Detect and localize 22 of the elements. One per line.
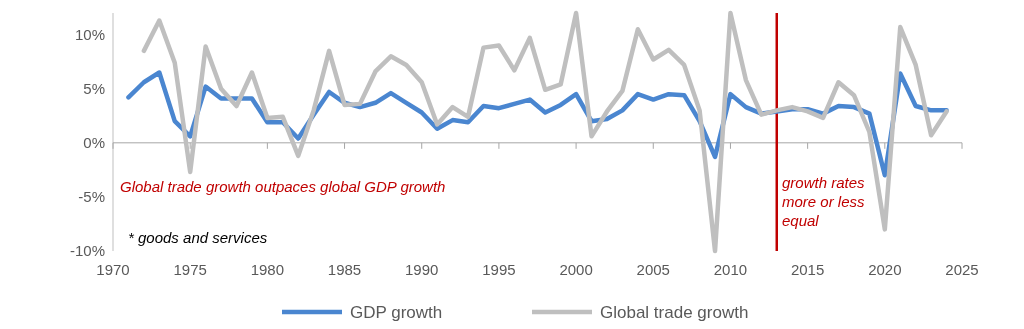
x-tick-label: 1985 (327, 261, 362, 278)
x-tick-label: 2005 (636, 261, 670, 278)
x-tick-label: 1980 (250, 261, 285, 278)
y-tick-label: -10% (69, 242, 105, 259)
annotation: growth rates more or less equal (782, 174, 866, 229)
x-tick-label: 2010 (713, 261, 748, 278)
legend-label: Global trade growth (600, 303, 749, 322)
x-tick-label: 1970 (96, 261, 130, 278)
y-tick-label: 10% (74, 25, 105, 43)
x-tick-label: 2025 (945, 261, 979, 278)
x-tick-label: 1990 (405, 261, 439, 278)
annotation: * goods and services (128, 229, 268, 246)
x-tick-label: 2015 (790, 261, 825, 278)
legend-label: GDP growth (350, 303, 443, 322)
x-tick-label: 2000 (559, 261, 593, 278)
y-tick-label: 5% (83, 79, 105, 97)
x-tick-label: 1995 (482, 261, 516, 278)
y-tick-label: 0% (83, 133, 105, 151)
y-tick-label: -5% (78, 187, 105, 205)
annotation: Global trade growth outpaces global GDP growth (120, 178, 446, 195)
x-tick-label: 2020 (868, 261, 902, 278)
x-tick-label: 1975 (173, 261, 207, 278)
